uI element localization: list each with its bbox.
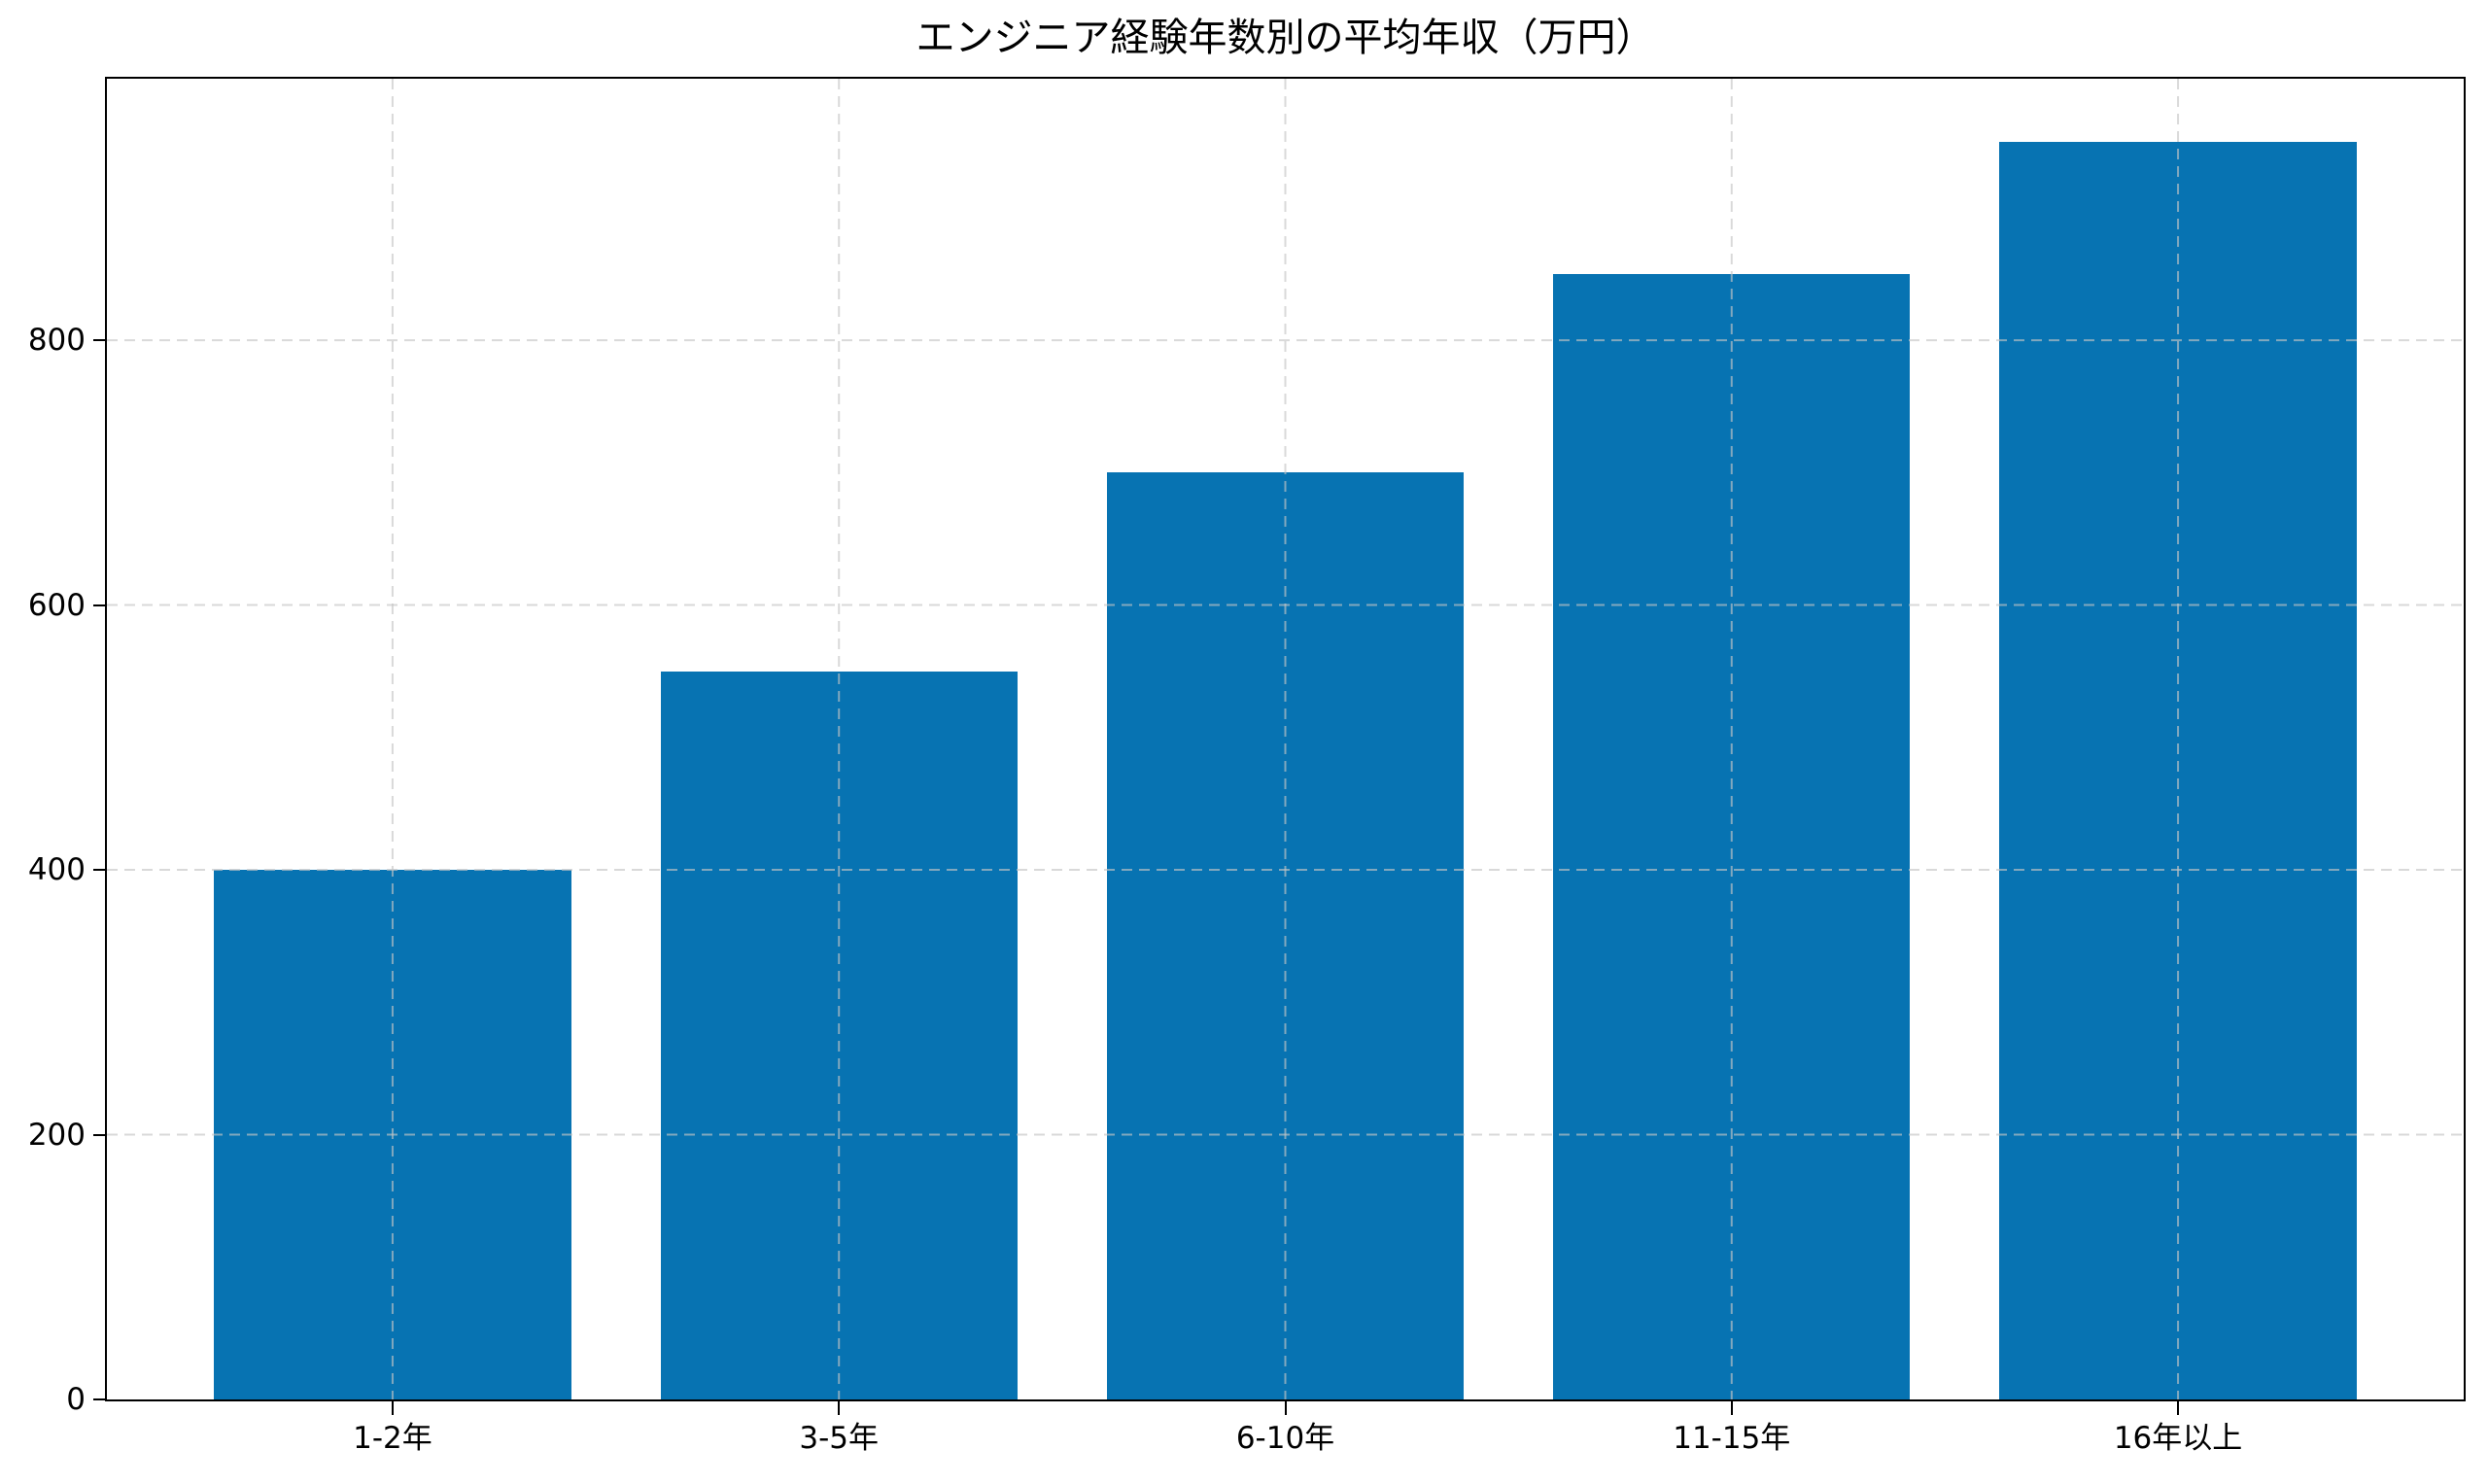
y-tick-mark-800 <box>93 339 107 342</box>
x-tick-mark-1-2年 <box>391 1401 394 1415</box>
y-tick-label-0: 0 <box>66 1382 86 1417</box>
y-tick-label-600: 600 <box>27 587 86 623</box>
y-tick-mark-600 <box>93 604 107 606</box>
x-tick-label-16年以上: 16年以上 <box>2113 1421 2243 1456</box>
x-tick-label-6-10年: 6-10年 <box>1235 1421 1335 1456</box>
grid-layer <box>107 79 2464 1399</box>
y-tick-label-400: 400 <box>27 852 86 888</box>
x-tick-label-3-5年: 3-5年 <box>799 1421 880 1456</box>
y-tick-label-200: 200 <box>27 1117 86 1153</box>
x-tick-mark-3-5年 <box>838 1401 841 1415</box>
x-tick-label-1-2年: 1-2年 <box>353 1421 432 1456</box>
y-tick-mark-400 <box>93 869 107 872</box>
chart-title: エンジニア経験年数別の平均年収（万円） <box>916 16 1655 60</box>
x-tick-label-11-15年: 11-15年 <box>1673 1421 1791 1456</box>
y-tick-mark-200 <box>93 1133 107 1136</box>
y-tick-mark-0 <box>93 1398 107 1400</box>
x-tick-mark-6-10年 <box>1284 1401 1287 1415</box>
y-tick-label-800: 800 <box>27 323 86 359</box>
x-tick-mark-16年以上 <box>2177 1401 2180 1415</box>
plot-area <box>105 77 2466 1401</box>
x-tick-mark-11-15年 <box>1730 1401 1733 1415</box>
